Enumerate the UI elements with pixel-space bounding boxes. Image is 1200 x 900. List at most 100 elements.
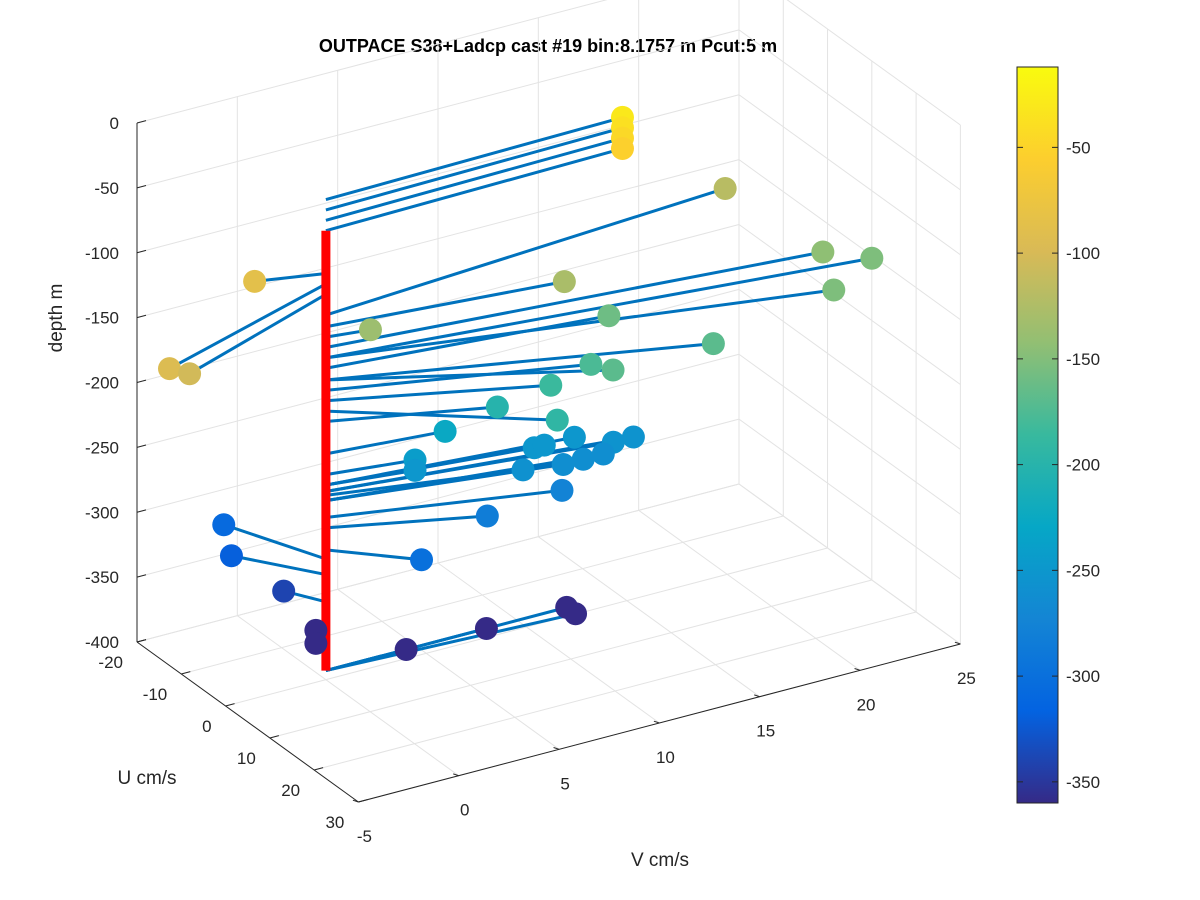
grid-line	[738, 353, 961, 515]
colorbar-gradient	[1016, 66, 1059, 804]
colorbar-tick-label: -250	[1066, 561, 1100, 580]
data-point	[811, 240, 835, 264]
z-tick-label: -50	[94, 179, 119, 198]
data-point	[601, 358, 625, 382]
data-point	[474, 616, 498, 640]
data-point	[539, 373, 563, 397]
current-vector	[325, 488, 563, 519]
x-tick-label: 30	[325, 813, 344, 832]
z-tick-label: -100	[85, 244, 119, 263]
z-tick-label: -250	[85, 438, 119, 457]
y-tick-mark	[954, 641, 961, 645]
data-point	[550, 478, 574, 502]
colorbar-tick-label: -100	[1066, 244, 1100, 263]
z-axis-label: depth m	[46, 284, 67, 353]
data-point	[219, 544, 243, 568]
x-axis-label: U cm/s	[117, 768, 176, 789]
x-tick-mark	[358, 799, 368, 803]
grid-line	[136, 0, 608, 124]
current-vector	[325, 256, 873, 360]
grid-line	[738, 94, 961, 256]
x-tick-mark	[136, 639, 147, 643]
z-tick-label: -350	[85, 568, 119, 587]
x-tick-label: 0	[202, 717, 211, 736]
y-tick-label: 20	[857, 695, 876, 714]
current-vector	[254, 272, 327, 283]
current-vector	[325, 548, 422, 562]
data-layer	[158, 105, 884, 673]
data-point	[433, 419, 457, 443]
current-vector	[325, 458, 416, 477]
grid-line	[738, 288, 961, 450]
data-point	[511, 458, 535, 482]
grid-line	[738, 483, 961, 645]
data-point	[571, 447, 595, 471]
z-tick-mark	[136, 509, 147, 513]
current-vector	[325, 514, 488, 530]
y-tick-label: 0	[460, 801, 469, 820]
colorbar-tick-label: -300	[1066, 667, 1100, 686]
z-tick-mark	[136, 314, 147, 319]
y-tick-mark	[352, 799, 359, 803]
x-tick-mark	[269, 735, 279, 739]
z-tick-mark	[136, 249, 147, 254]
current-vector	[325, 612, 576, 673]
grid-line	[638, 509, 861, 671]
current-vector	[325, 435, 634, 494]
current-vector	[325, 429, 446, 456]
y-tick-mark	[754, 694, 760, 698]
current-vector	[325, 409, 558, 422]
x-tick-mark	[181, 671, 191, 675]
x-tick-mark	[313, 767, 324, 771]
data-point	[545, 408, 569, 432]
data-point	[551, 453, 575, 477]
data-point	[610, 137, 634, 161]
x-tick-label: -10	[143, 685, 168, 704]
y-tick-label: 10	[656, 748, 675, 767]
current-vector	[325, 136, 623, 222]
current-vector	[325, 314, 610, 370]
current-vector	[325, 280, 565, 329]
data-point	[701, 332, 725, 356]
data-point	[403, 458, 427, 482]
grid-line	[136, 159, 740, 319]
data-point	[713, 176, 737, 200]
chart-title: OUTPACE S38+Ladcp cast #19 bin:8.1757 m …	[319, 36, 777, 56]
grid-line	[437, 562, 660, 724]
z-tick-label: 0	[110, 114, 119, 133]
data-point	[579, 352, 603, 376]
colorbar-tick-label: -200	[1066, 456, 1100, 475]
data-point	[532, 433, 556, 457]
y-tick-label: 5	[560, 774, 569, 793]
data-point	[822, 278, 846, 302]
colorbar-tick-label: -150	[1066, 350, 1100, 369]
data-point	[358, 318, 382, 342]
grid-line	[786, 0, 961, 126]
current-vector	[325, 362, 592, 392]
z-tick-mark	[136, 184, 147, 189]
current-vector	[325, 405, 498, 423]
grid-layer	[136, 0, 961, 803]
z-tick-mark	[136, 379, 147, 383]
y-tick-mark	[453, 773, 459, 777]
data-point	[485, 395, 509, 419]
data-point	[212, 513, 236, 537]
data-point	[860, 246, 884, 270]
z-tick-mark	[136, 444, 147, 448]
x-tick-label: 20	[281, 781, 300, 800]
z-tick-label: -400	[85, 633, 119, 652]
data-point	[597, 304, 621, 328]
data-point	[591, 442, 615, 466]
grid-line	[738, 29, 961, 191]
grid-line	[237, 615, 460, 777]
current-vector	[188, 293, 327, 376]
current-vector	[325, 126, 623, 212]
x-axis-line	[136, 641, 359, 803]
current-vector	[325, 288, 834, 360]
current-vector	[325, 383, 551, 403]
data-point	[475, 504, 499, 528]
current-vector	[223, 523, 327, 561]
y-tick-label: 15	[756, 722, 775, 741]
y-tick-mark	[553, 747, 560, 750]
